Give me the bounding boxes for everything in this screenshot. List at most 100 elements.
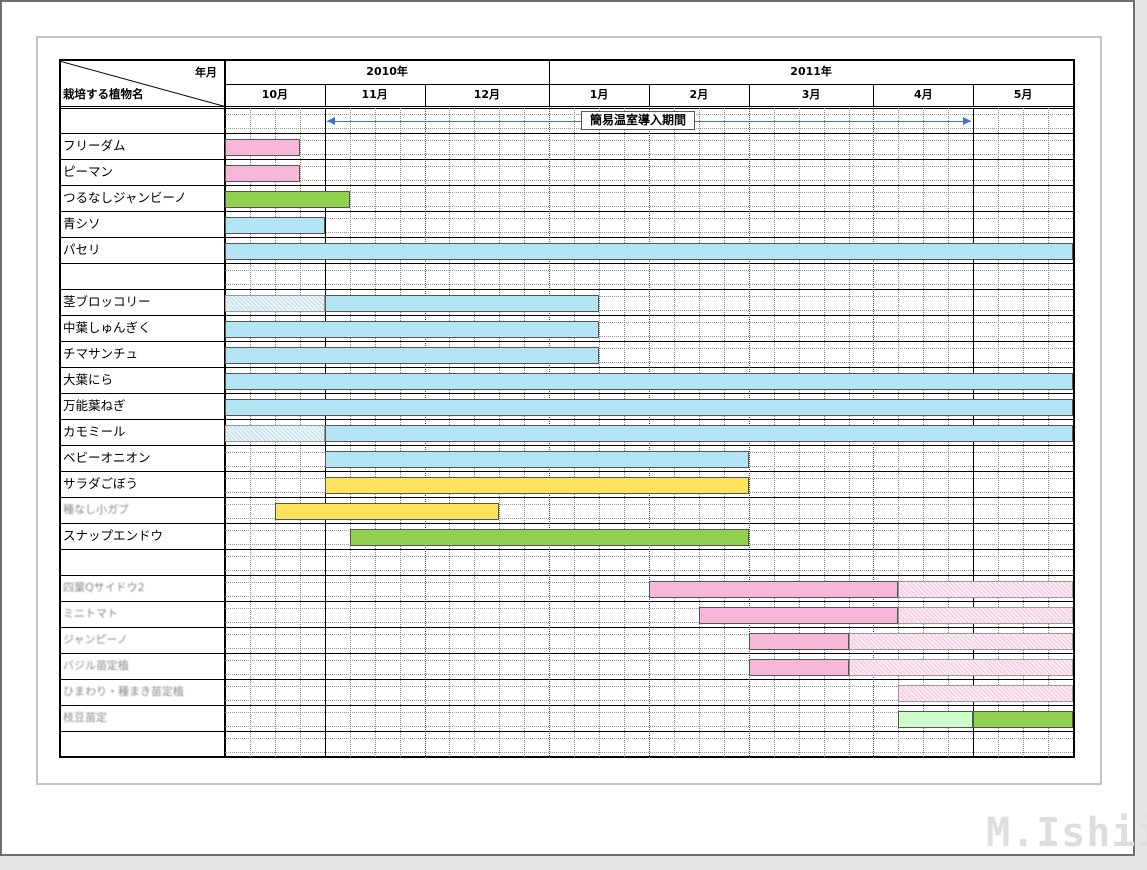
cell-dotted-divider [798, 446, 800, 471]
cell-dotted-divider [673, 134, 675, 159]
arrow-right-icon [963, 117, 972, 125]
cell-dotted-divider [998, 498, 1000, 523]
cell-dotted-divider [1023, 134, 1025, 159]
author-watermark: M.Ishii [986, 810, 1147, 856]
cell-dotted-divider [574, 680, 576, 705]
cell-dotted-divider [299, 264, 301, 289]
row-divider [61, 341, 1073, 342]
cell-dotted-divider [848, 550, 850, 575]
cell-dotted-divider [723, 212, 725, 237]
cell-dotted-divider [798, 472, 800, 497]
cell-dotted-divider [249, 446, 251, 471]
cell-dotted-divider [299, 602, 301, 627]
cell-dotted-divider [474, 134, 476, 159]
cell-dotted-divider [923, 446, 925, 471]
month-header-divider [424, 84, 426, 106]
cell-dotted-divider [1048, 134, 1050, 159]
cell-dotted-divider [299, 732, 301, 757]
cell-dotted-divider [798, 264, 800, 289]
cell-dotted-divider [399, 602, 401, 627]
cell-dotted-divider [848, 290, 850, 315]
cell-dotted-divider [1048, 524, 1050, 549]
cell-dotted-divider [1048, 550, 1050, 575]
cell-dotted-divider [499, 576, 501, 601]
schedule-bar [324, 295, 600, 312]
cell-dotted-divider [823, 732, 825, 757]
cell-dotted-divider [1023, 212, 1025, 237]
row-divider [61, 367, 1073, 368]
cell-dotted-divider [1048, 264, 1050, 289]
cell-dotted-divider [1048, 108, 1050, 133]
schedule-bar [324, 477, 749, 494]
cell-dotted-divider [249, 628, 251, 653]
cell-dotted-divider [499, 550, 501, 575]
row-divider [61, 627, 1073, 628]
cell-dotted-divider [698, 628, 700, 653]
cell-dotted-divider [923, 212, 925, 237]
plant-name: スナップエンドウ [63, 528, 164, 543]
cell-dotted-divider [673, 732, 675, 757]
cell-dotted-divider [998, 186, 1000, 211]
cell-dotted-divider [823, 342, 825, 367]
cell-dotted-divider [599, 186, 601, 211]
cell-dotted-divider [723, 160, 725, 185]
cell-dotted-divider [524, 108, 526, 133]
cell-dotted-divider [524, 680, 526, 705]
row-divider [61, 471, 1073, 472]
cell-dotted-divider [274, 628, 276, 653]
cell-dotted-divider [599, 628, 601, 653]
cell-dotted-divider [499, 706, 501, 731]
cell-dotted-divider [574, 654, 576, 679]
cell-dotted-divider [773, 186, 775, 211]
cell-dotted-divider [773, 212, 775, 237]
cell-dotted-divider [624, 706, 626, 731]
cell-dotted-divider [574, 628, 576, 653]
cell-dotted-divider [848, 212, 850, 237]
cell-dotted-divider [349, 186, 351, 211]
cell-dotted-divider [773, 706, 775, 731]
cell-dotted-divider [698, 680, 700, 705]
cell-dotted-divider [1048, 290, 1050, 315]
cell-dotted-divider [1023, 160, 1025, 185]
plant-name-label: 栽培する植物名 [63, 87, 144, 101]
cell-dotted-divider [524, 628, 526, 653]
cell-dotted-divider [998, 524, 1000, 549]
cell-dotted-divider [673, 264, 675, 289]
cell-dotted-divider [274, 602, 276, 627]
cell-dotted-divider [898, 108, 900, 133]
cell-dotted-divider [374, 602, 376, 627]
cell-dotted-divider [349, 680, 351, 705]
cell-dotted-divider [673, 498, 675, 523]
cell-dotted-divider [698, 186, 700, 211]
cell-dotted-divider [923, 524, 925, 549]
cell-dotted-divider [1023, 316, 1025, 341]
cell-dotted-divider [249, 264, 251, 289]
cell-dotted-divider [823, 706, 825, 731]
cell-dotted-divider [474, 654, 476, 679]
cell-dotted-divider [374, 550, 376, 575]
cell-dotted-divider [673, 654, 675, 679]
cell-dotted-divider [574, 108, 576, 133]
cell-dotted-divider [998, 342, 1000, 367]
cell-dotted-divider [574, 212, 576, 237]
cell-dotted-divider [449, 186, 451, 211]
cell-dotted-divider [299, 654, 301, 679]
month-label: 2月 [689, 88, 709, 101]
cell-dotted-divider [599, 602, 601, 627]
plant-name: 種なし小ガブ [63, 503, 129, 516]
cell-dotted-divider [474, 160, 476, 185]
cell-dotted-divider [474, 550, 476, 575]
cell-dotted-divider [299, 576, 301, 601]
cell-dotted-divider [349, 654, 351, 679]
cell-dotted-divider [474, 576, 476, 601]
cell-dotted-divider [848, 524, 850, 549]
cell-dotted-divider [274, 108, 276, 133]
cell-dotted-divider [948, 524, 950, 549]
cell-dotted-divider [274, 654, 276, 679]
cell-dotted-divider [399, 134, 401, 159]
cell-dotted-divider [624, 186, 626, 211]
cell-dotted-divider [524, 498, 526, 523]
cell-dotted-divider [823, 680, 825, 705]
cell-dotted-divider [299, 680, 301, 705]
month-header-divider [748, 84, 750, 106]
